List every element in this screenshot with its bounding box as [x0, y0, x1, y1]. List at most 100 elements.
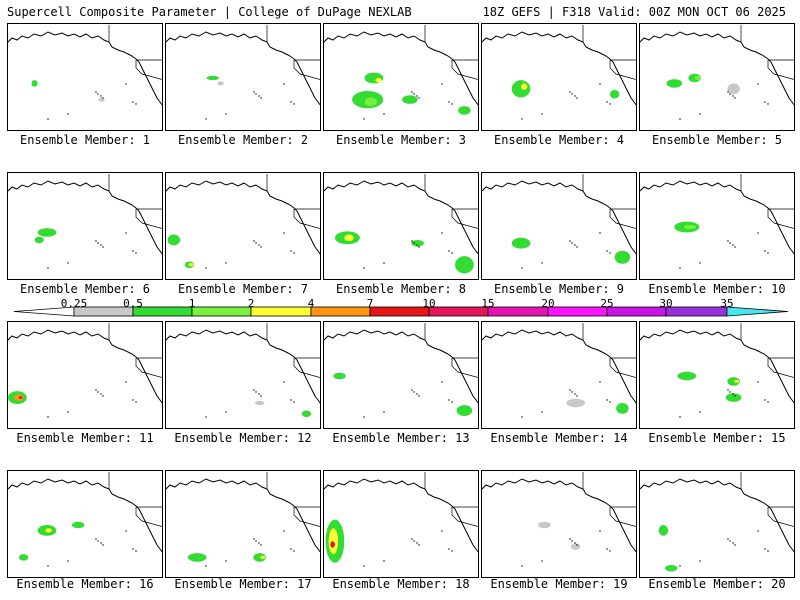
island-dot — [764, 101, 766, 103]
map-svg — [640, 472, 794, 572]
parameter-blob — [333, 372, 346, 380]
state-border — [609, 209, 636, 229]
ensemble-panel-20 — [639, 470, 795, 578]
parameter-blob — [666, 79, 683, 88]
parameter-blob — [301, 410, 312, 418]
coastline — [482, 329, 636, 404]
island-dot — [260, 97, 262, 99]
state-border — [451, 358, 478, 378]
map-svg — [8, 174, 162, 269]
state-border — [451, 60, 478, 80]
island-dot — [441, 83, 443, 85]
island-dot — [569, 240, 571, 242]
ensemble-panel-1 — [7, 23, 163, 131]
parameter-blob — [411, 239, 424, 247]
coastline — [482, 478, 636, 553]
ensemble-panel-10 — [639, 172, 795, 280]
island-dot — [576, 395, 578, 397]
island-dot — [67, 113, 69, 115]
island-dot — [734, 544, 736, 546]
coastline — [640, 180, 794, 255]
island-dot — [732, 95, 734, 97]
island-dot — [97, 540, 99, 542]
coastline — [640, 31, 794, 106]
island-dot — [609, 550, 611, 552]
island-dot — [260, 544, 262, 546]
colorbar — [13, 306, 789, 317]
ensemble-panel-11 — [7, 321, 163, 429]
island-dot — [363, 118, 365, 120]
state-border — [767, 60, 794, 80]
ensemble-panel-12 — [165, 321, 321, 429]
island-dot — [418, 544, 420, 546]
state-border — [293, 507, 320, 527]
coastline — [482, 180, 636, 255]
state-border — [135, 209, 162, 229]
island-dot — [451, 103, 453, 105]
ensemble-panel-8 — [323, 172, 479, 280]
island-dot — [609, 252, 611, 254]
island-dot — [599, 83, 601, 85]
island-dot — [283, 232, 285, 234]
island-dot — [135, 550, 137, 552]
parameter-blob — [734, 379, 740, 384]
parameter-blob — [616, 403, 629, 414]
state-border — [451, 507, 478, 527]
coastline — [8, 329, 162, 404]
member-label-11: Ensemble Member: 11 — [16, 431, 154, 445]
island-dot — [363, 267, 365, 269]
parameter-blob — [18, 396, 23, 399]
island-dot — [95, 538, 97, 540]
map-svg — [324, 323, 478, 418]
member-label-19: Ensemble Member: 19 — [490, 577, 628, 591]
colorbar-tick-label: 4 — [307, 297, 315, 310]
member-label-14: Ensemble Member: 14 — [490, 431, 628, 445]
parameter-blob — [727, 83, 740, 95]
island-dot — [205, 118, 207, 120]
island-dot — [764, 250, 766, 252]
island-dot — [699, 560, 701, 562]
island-dot — [283, 381, 285, 383]
island-dot — [132, 399, 134, 401]
member-label-15: Ensemble Member: 15 — [648, 431, 786, 445]
coastline — [640, 329, 794, 404]
island-dot — [416, 542, 418, 544]
colorbar-segment — [487, 306, 549, 317]
state-border — [609, 507, 636, 527]
island-dot — [521, 416, 523, 418]
island-dot — [97, 391, 99, 393]
colorbar-tick-label: 20 — [541, 297, 555, 310]
parameter-blob — [614, 250, 631, 264]
parameter-blob — [330, 541, 335, 548]
map-svg — [482, 472, 636, 567]
coastline — [324, 478, 478, 553]
parameter-blob — [188, 263, 194, 267]
island-dot — [699, 262, 701, 264]
island-dot — [225, 411, 227, 413]
state-border — [451, 209, 478, 229]
island-dot — [451, 550, 453, 552]
island-dot — [606, 101, 608, 103]
island-dot — [541, 560, 543, 562]
island-dot — [732, 393, 734, 395]
map-svg — [166, 472, 320, 567]
island-dot — [679, 416, 681, 418]
island-dot — [67, 411, 69, 413]
island-dot — [451, 252, 453, 254]
island-dot — [293, 103, 295, 105]
island-dot — [418, 97, 420, 99]
island-dot — [569, 389, 571, 391]
parameter-blob — [609, 89, 620, 99]
parameter-blob — [538, 521, 551, 529]
member-label-18: Ensemble Member: 18 — [332, 577, 470, 591]
member-label-2: Ensemble Member: 2 — [177, 133, 309, 147]
island-dot — [411, 389, 413, 391]
island-dot — [418, 395, 420, 397]
member-label-4: Ensemble Member: 4 — [493, 133, 625, 147]
island-dot — [132, 548, 134, 550]
parameter-blob — [664, 564, 678, 572]
island-dot — [383, 113, 385, 115]
parameter-blob — [677, 371, 697, 381]
island-dot — [576, 246, 578, 248]
map-svg — [640, 174, 794, 269]
